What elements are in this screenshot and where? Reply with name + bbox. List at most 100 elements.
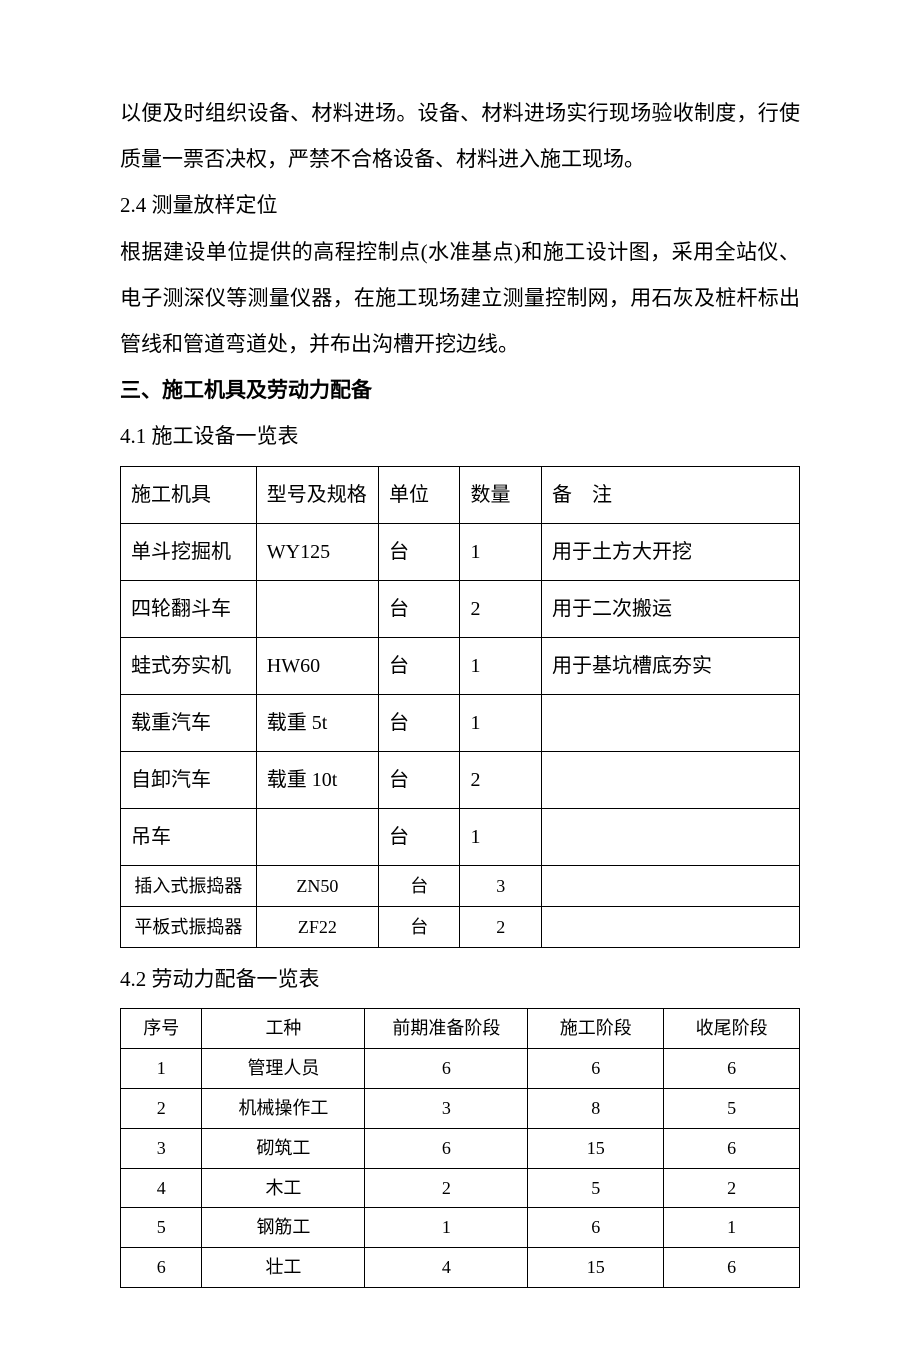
cell-type: 管理人员 <box>202 1049 365 1089</box>
cell-seq: 5 <box>121 1208 202 1248</box>
cell-p2: 15 <box>528 1128 664 1168</box>
cell-unit: 台 <box>379 580 460 637</box>
equipment-table: 施工机具 型号及规格 单位 数量 备 注 单斗挖掘机WY125台1用于土方大开挖… <box>120 466 800 949</box>
cell-p3: 6 <box>664 1248 800 1288</box>
cell-p2: 5 <box>528 1168 664 1208</box>
th-p1: 前期准备阶段 <box>365 1009 528 1049</box>
cell-seq: 1 <box>121 1049 202 1089</box>
cell-note <box>541 906 799 947</box>
cell-note: 用于基坑槽底夯实 <box>541 637 799 694</box>
cell-equip: 吊车 <box>121 808 257 865</box>
table-row: 4木工252 <box>121 1168 800 1208</box>
cell-qty: 2 <box>460 580 541 637</box>
cell-type: 砌筑工 <box>202 1128 365 1168</box>
th-type: 工种 <box>202 1009 365 1049</box>
cell-p3: 1 <box>664 1208 800 1248</box>
labor-table: 序号 工种 前期准备阶段 施工阶段 收尾阶段 1管理人员6662机械操作工385… <box>120 1008 800 1288</box>
table-row: 6壮工4156 <box>121 1248 800 1288</box>
cell-qty: 1 <box>460 523 541 580</box>
cell-qty: 3 <box>460 865 541 906</box>
table-row: 单斗挖掘机WY125台1用于土方大开挖 <box>121 523 800 580</box>
cell-unit: 台 <box>379 906 460 947</box>
cell-unit: 台 <box>379 523 460 580</box>
cell-model: 载重 5t <box>256 694 378 751</box>
cell-p1: 3 <box>365 1089 528 1129</box>
cell-equip: 蛙式夯实机 <box>121 637 257 694</box>
cell-p1: 2 <box>365 1168 528 1208</box>
section-4-2: 4.2 劳动力配备一览表 <box>120 956 800 1002</box>
cell-model: ZN50 <box>256 865 378 906</box>
cell-unit: 台 <box>379 637 460 694</box>
cell-note <box>541 694 799 751</box>
intro-paragraph-1: 以便及时组织设备、材料进场。设备、材料进场实行现场验收制度，行使质量一票否决权，… <box>120 90 800 182</box>
cell-p1: 6 <box>365 1128 528 1168</box>
cell-note: 用于二次搬运 <box>541 580 799 637</box>
table-row: 2机械操作工385 <box>121 1089 800 1129</box>
cell-type: 机械操作工 <box>202 1089 365 1129</box>
cell-model: HW60 <box>256 637 378 694</box>
table-row: 1管理人员666 <box>121 1049 800 1089</box>
th-p2: 施工阶段 <box>528 1009 664 1049</box>
cell-equip: 插入式振捣器 <box>121 865 257 906</box>
cell-p2: 15 <box>528 1248 664 1288</box>
table-row: 载重汽车载重 5t台1 <box>121 694 800 751</box>
cell-qty: 1 <box>460 637 541 694</box>
document-page: 以便及时组织设备、材料进场。设备、材料进场实行现场验收制度，行使质量一票否决权，… <box>0 0 920 1348</box>
th-seq: 序号 <box>121 1009 202 1049</box>
cell-type: 壮工 <box>202 1248 365 1288</box>
cell-model <box>256 808 378 865</box>
table-header-row: 施工机具 型号及规格 单位 数量 备 注 <box>121 466 800 523</box>
cell-seq: 2 <box>121 1089 202 1129</box>
section-2-4: 2.4 测量放样定位 <box>120 182 800 228</box>
cell-qty: 2 <box>460 906 541 947</box>
cell-model <box>256 580 378 637</box>
cell-model: 载重 10t <box>256 751 378 808</box>
th-unit: 单位 <box>379 466 460 523</box>
cell-unit: 台 <box>379 751 460 808</box>
table-row: 平板式振捣器ZF22台2 <box>121 906 800 947</box>
heading-3: 三、施工机具及劳动力配备 <box>120 367 800 413</box>
th-qty: 数量 <box>460 466 541 523</box>
cell-p2: 6 <box>528 1208 664 1248</box>
cell-qty: 1 <box>460 694 541 751</box>
cell-p2: 6 <box>528 1049 664 1089</box>
cell-equip: 单斗挖掘机 <box>121 523 257 580</box>
th-model: 型号及规格 <box>256 466 378 523</box>
cell-unit: 台 <box>379 865 460 906</box>
cell-p1: 6 <box>365 1049 528 1089</box>
cell-seq: 3 <box>121 1128 202 1168</box>
cell-p1: 1 <box>365 1208 528 1248</box>
cell-seq: 6 <box>121 1248 202 1288</box>
cell-type: 木工 <box>202 1168 365 1208</box>
section-4-1: 4.1 施工设备一览表 <box>120 413 800 459</box>
table-row: 吊车 台1 <box>121 808 800 865</box>
cell-unit: 台 <box>379 694 460 751</box>
cell-p3: 6 <box>664 1128 800 1168</box>
th-p3: 收尾阶段 <box>664 1009 800 1049</box>
cell-equip: 自卸汽车 <box>121 751 257 808</box>
table-row: 自卸汽车载重 10t台2 <box>121 751 800 808</box>
cell-unit: 台 <box>379 808 460 865</box>
th-note: 备 注 <box>541 466 799 523</box>
cell-note: 用于土方大开挖 <box>541 523 799 580</box>
table-header-row: 序号 工种 前期准备阶段 施工阶段 收尾阶段 <box>121 1009 800 1049</box>
cell-note <box>541 751 799 808</box>
cell-note <box>541 865 799 906</box>
cell-equip: 平板式振捣器 <box>121 906 257 947</box>
cell-p3: 2 <box>664 1168 800 1208</box>
cell-equip: 载重汽车 <box>121 694 257 751</box>
table-row: 3砌筑工6156 <box>121 1128 800 1168</box>
cell-type: 钢筋工 <box>202 1208 365 1248</box>
table-row: 四轮翻斗车 台2用于二次搬运 <box>121 580 800 637</box>
cell-p3: 5 <box>664 1089 800 1129</box>
intro-paragraph-2: 根据建设单位提供的高程控制点(水准基点)和施工设计图，采用全站仪、电子测深仪等测… <box>120 229 800 368</box>
cell-qty: 1 <box>460 808 541 865</box>
cell-p3: 6 <box>664 1049 800 1089</box>
table-row: 蛙式夯实机HW60台1用于基坑槽底夯实 <box>121 637 800 694</box>
cell-equip: 四轮翻斗车 <box>121 580 257 637</box>
cell-seq: 4 <box>121 1168 202 1208</box>
cell-p1: 4 <box>365 1248 528 1288</box>
table-row: 插入式振捣器ZN50台3 <box>121 865 800 906</box>
cell-qty: 2 <box>460 751 541 808</box>
cell-model: ZF22 <box>256 906 378 947</box>
